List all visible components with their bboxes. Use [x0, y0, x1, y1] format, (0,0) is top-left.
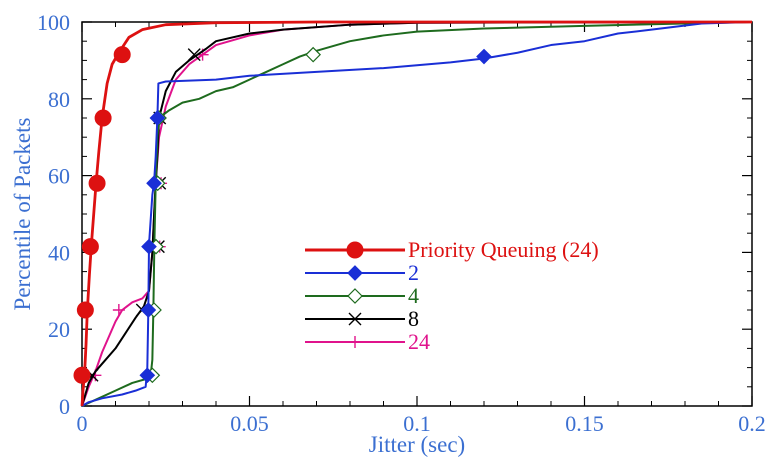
data-point	[94, 109, 112, 127]
series-1	[81, 21, 753, 407]
data-point	[149, 110, 166, 126]
legend-marker	[347, 288, 363, 304]
y-tick-label: 0	[59, 394, 70, 419]
x-tick-label: 0.15	[565, 411, 604, 436]
data-point	[112, 304, 125, 316]
y-tick-label: 60	[48, 164, 70, 189]
data-point	[88, 174, 106, 192]
legend-item-2: 4	[305, 283, 419, 308]
data-point	[141, 238, 157, 255]
legend-label: 4	[408, 283, 419, 308]
legend-label: 24	[408, 329, 430, 354]
x-tick-label: 0.1	[403, 411, 431, 436]
x-tick-label: 0.05	[230, 411, 269, 436]
legend-item-4: 24	[305, 329, 430, 354]
data-point	[81, 238, 99, 256]
data-point	[305, 46, 321, 63]
x-tick-label: 0	[77, 411, 88, 436]
data-point	[139, 367, 156, 384]
x-axis-title: Jitter (sec)	[369, 432, 465, 457]
legend-marker	[348, 312, 362, 326]
data-point	[476, 48, 492, 65]
series-line	[81, 21, 753, 407]
data-point	[76, 301, 94, 319]
legend-item-3: 8	[305, 306, 419, 331]
legend-item-0: Priority Queuing (24)	[305, 237, 599, 262]
axes: 0 0.05 0.1 0.15 0.2 0 20 40 60 80 100	[37, 10, 766, 436]
y-tick-label: 40	[48, 240, 70, 265]
data-point	[146, 175, 162, 192]
x-tick-label: 0.2	[738, 411, 766, 436]
y-tick-label: 100	[37, 10, 70, 35]
y-tick-label: 20	[48, 317, 70, 342]
series-layer	[73, 20, 753, 407]
data-point	[140, 302, 157, 318]
legend-label: 8	[408, 306, 419, 331]
legend-marker	[346, 241, 364, 259]
legend-marker	[349, 336, 361, 348]
data-point	[187, 48, 201, 62]
data-point	[73, 366, 91, 384]
legend-label: Priority Queuing (24)	[408, 237, 599, 262]
legend-marker	[347, 265, 363, 281]
series-0	[73, 20, 752, 407]
series-line	[80, 20, 752, 407]
data-point	[113, 46, 131, 64]
legend-label: 2	[408, 260, 419, 285]
legend-item-1: 2	[305, 260, 419, 285]
y-tick-label: 80	[48, 87, 70, 112]
y-axis-title: Percentile of Packets	[10, 118, 35, 311]
